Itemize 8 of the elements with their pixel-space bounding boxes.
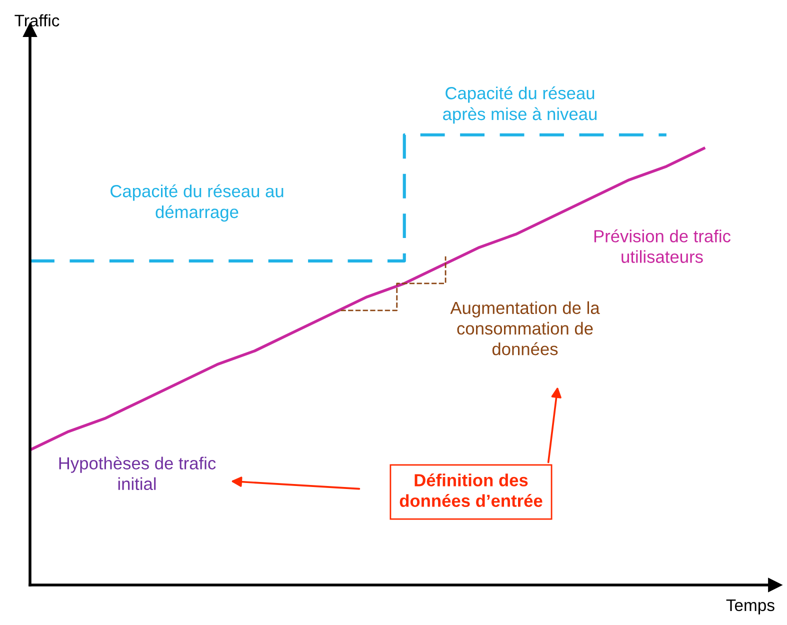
text: Traffic [14,14,60,26]
annotation: Prévision de trafic utilisateurs [594,229,731,263]
annotation: Définition des données d’entrée [400,473,542,507]
annotation: Hypothèses de trafic initial [59,456,216,490]
annotation: Augmentation de la consommation de données [450,301,600,356]
text: Capacité du réseau après mise à niveau [443,86,597,124]
x-axis-title: Temps [726,599,774,614]
annotation: Capacité du réseau au démarrage [110,184,284,222]
